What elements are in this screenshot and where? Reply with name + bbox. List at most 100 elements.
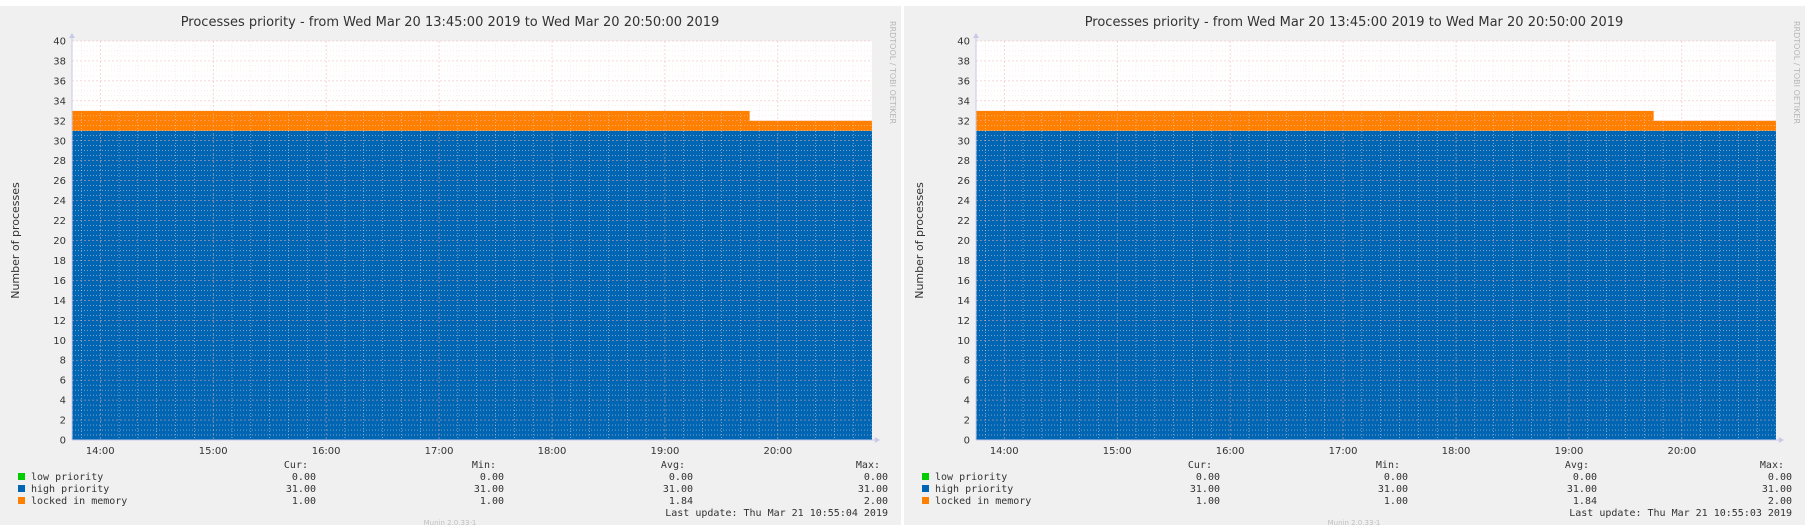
chart0-legend-header: Avg: xyxy=(661,460,685,471)
chart0-legend-name: locked in memory xyxy=(31,496,127,507)
chart1-legend-swatch xyxy=(922,473,929,480)
chart1-chart-title: Processes priority - from Wed Mar 20 13:… xyxy=(1085,15,1624,30)
chart1-y-tick-label: 4 xyxy=(964,396,970,407)
chart1-y-tick-label: 12 xyxy=(957,316,970,327)
chart1-legend-value: 31.00 xyxy=(1567,484,1597,495)
chart-panel-left: Processes priority - from Wed Mar 20 13:… xyxy=(0,6,901,525)
chart0-y-tick-label: 4 xyxy=(60,396,66,407)
chart-svg-right: Processes priority - from Wed Mar 20 13:… xyxy=(913,15,1801,525)
chart0-y-tick-label: 26 xyxy=(53,176,66,187)
chart0-legend-header: Min: xyxy=(472,460,496,471)
chart0-legend-swatch xyxy=(18,485,25,492)
chart1-x-tick-label: 20:00 xyxy=(1667,446,1696,457)
chart1-legend-value: 0.00 xyxy=(1196,472,1220,483)
chart1-y-tick-label: 16 xyxy=(957,276,970,287)
chart0-legend-header: Cur: xyxy=(284,460,308,471)
chart0-x-tick-label: 20:00 xyxy=(763,446,792,457)
chart1-y-tick-label: 24 xyxy=(957,196,970,207)
chart0-x-tick-label: 19:00 xyxy=(651,446,680,457)
chart0-x-tick-label: 18:00 xyxy=(538,446,567,457)
chart1-y-tick-label: 18 xyxy=(957,256,970,267)
chart1-legend-value: 0.00 xyxy=(1768,472,1792,483)
chart0-y-tick-label: 6 xyxy=(60,376,66,387)
chart1-y-tick-label: 28 xyxy=(957,156,970,167)
chart0-legend-value: 31.00 xyxy=(286,484,316,495)
chart0-legend-value: 31.00 xyxy=(474,484,504,495)
chart1-y-axis-label: Number of processes xyxy=(913,182,926,299)
chart1-y-tick-label: 26 xyxy=(957,176,970,187)
chart1-legend-value: 1.00 xyxy=(1384,496,1408,507)
chart0-y-tick-label: 36 xyxy=(53,76,66,87)
chart0-x-tick-label: 16:00 xyxy=(312,446,341,457)
chart0-y-tick-label: 0 xyxy=(60,436,66,447)
chart0-legend-value: 1.00 xyxy=(480,496,504,507)
chart0-y-tick-label: 30 xyxy=(53,136,66,147)
chart1-legend-header: Avg: xyxy=(1565,460,1589,471)
chart0-y-tick-label: 16 xyxy=(53,276,66,287)
chart0-y-tick-label: 20 xyxy=(53,236,66,247)
chart1-y-tick-label: 38 xyxy=(957,56,970,67)
chart-svg-left: Processes priority - from Wed Mar 20 13:… xyxy=(9,15,897,525)
chart1-legend-header: Cur: xyxy=(1188,460,1212,471)
chart1-y-tick-label: 36 xyxy=(957,76,970,87)
chart1-x-tick-label: 18:00 xyxy=(1442,446,1471,457)
chart1-x-tick-label: 16:00 xyxy=(1216,446,1245,457)
chart1-y-tick-label: 22 xyxy=(957,216,970,227)
chart1-last-update: Last update: Thu Mar 21 10:55:03 2019 xyxy=(1569,508,1792,519)
chart1-x-tick-label: 19:00 xyxy=(1555,446,1584,457)
chart0-y-tick-label: 18 xyxy=(53,256,66,267)
chart1-y-tick-label: 30 xyxy=(957,136,970,147)
chart1-x-axis-arrow xyxy=(1779,437,1784,443)
chart1-legend-value: 31.00 xyxy=(1378,484,1408,495)
chart1-y-tick-label: 14 xyxy=(957,296,970,307)
chart1-legend-value: 1.84 xyxy=(1573,496,1597,507)
chart0-y-axis-arrow xyxy=(69,33,75,38)
chart0-y-tick-label: 38 xyxy=(53,56,66,67)
chart1-x-tick-label: 14:00 xyxy=(990,446,1019,457)
chart0-legend-value: 2.00 xyxy=(864,496,888,507)
chart1-legend-value: 0.00 xyxy=(1384,472,1408,483)
chart1-legend-name: high priority xyxy=(935,484,1013,495)
chart0-y-tick-label: 2 xyxy=(60,416,66,427)
chart0-x-tick-label: 15:00 xyxy=(199,446,228,457)
chart1-y-tick-label: 20 xyxy=(957,236,970,247)
chart1-y-tick-label: 10 xyxy=(957,336,970,347)
chart0-y-tick-label: 12 xyxy=(53,316,66,327)
chart1-y-tick-label: 2 xyxy=(964,416,970,427)
chart0-legend-value: 0.00 xyxy=(669,472,693,483)
chart1-y-axis-arrow xyxy=(973,33,979,38)
chart0-legend-value: 0.00 xyxy=(480,472,504,483)
chart0-chart-title: Processes priority - from Wed Mar 20 13:… xyxy=(181,15,720,30)
chart1-legend-value: 31.00 xyxy=(1762,484,1792,495)
chart0-y-tick-label: 22 xyxy=(53,216,66,227)
chart1-legend-swatch xyxy=(922,485,929,492)
chart0-y-tick-label: 34 xyxy=(53,96,66,107)
chart1-footer: Munin 2.0.33-1 xyxy=(1328,519,1381,525)
chart1-legend-value: 0.00 xyxy=(1573,472,1597,483)
chart0-legend-value: 0.00 xyxy=(292,472,316,483)
chart1-legend-value: 1.00 xyxy=(1196,496,1220,507)
chart0-legend-name: low priority xyxy=(31,472,103,483)
chart0-legend-swatch xyxy=(18,473,25,480)
chart1-y-tick-label: 32 xyxy=(957,116,970,127)
chart0-legend-value: 31.00 xyxy=(663,484,693,495)
chart1-legend-value: 2.00 xyxy=(1768,496,1792,507)
chart0-x-axis-arrow xyxy=(875,437,880,443)
chart0-last-update: Last update: Thu Mar 21 10:55:04 2019 xyxy=(665,508,888,519)
chart0-footer: Munin 2.0.33-1 xyxy=(424,519,477,525)
chart0-x-tick-label: 17:00 xyxy=(425,446,454,457)
chart0-grid xyxy=(72,40,873,441)
chart0-y-tick-label: 32 xyxy=(53,116,66,127)
chart0-legend-value: 1.00 xyxy=(292,496,316,507)
chart1-legend-header: Min: xyxy=(1376,460,1400,471)
chart0-y-tick-label: 8 xyxy=(60,356,66,367)
chart0-x-tick-label: 14:00 xyxy=(86,446,115,457)
chart1-legend-name: locked in memory xyxy=(935,496,1031,507)
chart1-legend-swatch xyxy=(922,497,929,504)
chart1-legend-header: Max: xyxy=(1760,460,1784,471)
chart0-y-tick-label: 24 xyxy=(53,196,66,207)
chart1-y-tick-label: 40 xyxy=(957,37,970,48)
chart0-legend-value: 1.84 xyxy=(669,496,693,507)
chart0-legend-name: high priority xyxy=(31,484,109,495)
chart0-y-axis-label: Number of processes xyxy=(9,182,22,299)
